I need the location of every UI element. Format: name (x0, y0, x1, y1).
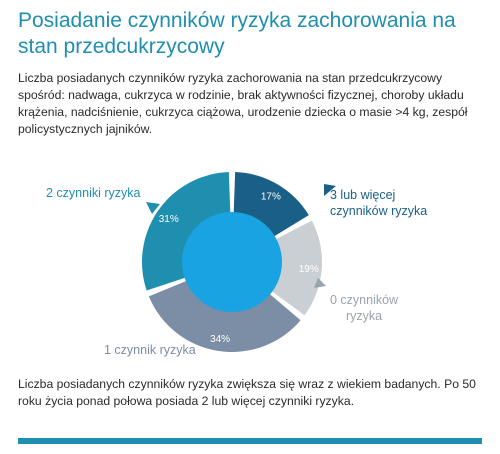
footer-text: Liczba posiadanych czynników ryzyka zwię… (18, 377, 476, 408)
label-zero-factors: 0 czynników ryzyka (330, 292, 398, 324)
label-three-line1: 3 lub więcej (330, 188, 396, 202)
donut-slice-1 (267, 220, 323, 316)
label-zero-line1: 0 czynników (330, 293, 399, 307)
label-two-factors: 2 czynniki ryzyka (46, 186, 141, 200)
donut-value-label-3: 31% (159, 214, 179, 225)
donut-chart: 17% 19% 34% 31% 2 czynniki ryzyka 3 lub wię… (0, 160, 500, 370)
donut-value-label-1: 19% (299, 264, 319, 275)
label-three-line2: czynników ryzyka (330, 204, 428, 218)
pointer-one (184, 316, 196, 330)
donut-svg: 17% 19% 34% 31% (142, 172, 336, 352)
bottom-rule (18, 438, 482, 444)
pointer-three (324, 184, 336, 196)
donut-center (182, 212, 282, 312)
donut-value-label-2: 34% (210, 334, 230, 345)
page-title: Posiadanie czynników ryzyka zachorowania… (18, 9, 456, 58)
donut-slice-3 (142, 172, 231, 291)
pointer-zero (314, 278, 326, 288)
intro-text: Liczba posiadanych czynników ryzyka zach… (18, 71, 468, 136)
donut-value-label-0: 17% (261, 192, 281, 203)
label-three-or-more: 3 lub więcej czynników ryzyka (330, 187, 427, 219)
pointer-two (146, 202, 160, 214)
label-zero-line2: ryzyka (345, 309, 383, 323)
label-one-factor: 1 czynnik ryzyka (104, 343, 196, 357)
